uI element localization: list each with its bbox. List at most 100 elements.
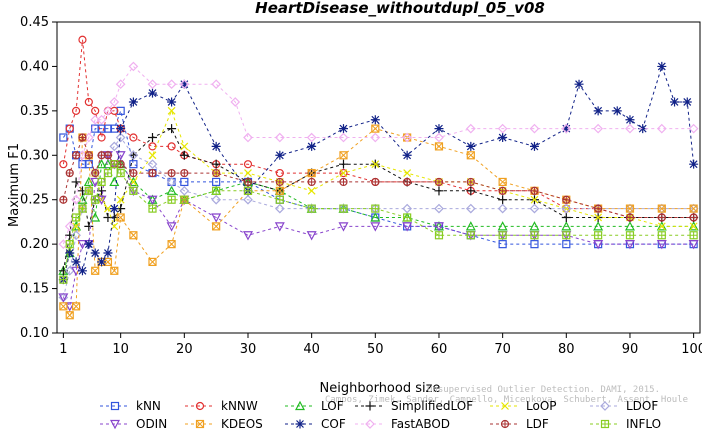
data-point — [166, 185, 177, 195]
data-point — [243, 194, 253, 205]
data-point — [116, 168, 125, 178]
data-point — [434, 231, 444, 240]
data-point — [71, 257, 81, 267]
data-point — [594, 204, 603, 213]
data-point — [243, 132, 253, 143]
series-line-inflo — [62, 163, 694, 280]
data-point — [115, 79, 126, 90]
data-point — [402, 203, 412, 214]
data-point — [306, 132, 317, 143]
data-point — [110, 106, 119, 115]
y-tick-label: 0.35 — [20, 104, 49, 119]
data-point — [109, 176, 120, 187]
data-point — [59, 275, 68, 284]
legend-entry-ldof: LDOF — [590, 399, 658, 413]
data-point — [128, 150, 138, 160]
legend-marker — [365, 419, 375, 429]
legend-label: ODIN — [136, 417, 167, 431]
data-point — [688, 240, 699, 250]
data-point — [148, 151, 157, 160]
data-point — [212, 186, 221, 195]
data-point — [625, 123, 635, 134]
data-point — [71, 302, 81, 311]
data-point — [91, 168, 100, 178]
series-line-odin — [62, 153, 694, 308]
data-point — [77, 266, 87, 276]
legend-entry-cof: COF — [285, 417, 346, 431]
data-point — [96, 195, 107, 205]
data-point — [58, 293, 69, 303]
data-point — [129, 133, 138, 142]
series-line-lof — [62, 163, 694, 271]
data-point — [275, 186, 284, 195]
data-point — [96, 114, 107, 125]
data-point — [339, 169, 348, 177]
data-point — [167, 106, 176, 115]
legend-marker — [501, 402, 509, 410]
data-point — [371, 160, 380, 169]
data-point — [370, 222, 381, 232]
data-point — [166, 79, 177, 90]
data-point — [402, 222, 413, 232]
data-point — [83, 176, 94, 187]
series-cof — [58, 61, 699, 285]
x-tick-label: 60 — [431, 342, 448, 357]
data-point — [147, 133, 157, 143]
data-point — [78, 204, 87, 213]
data-point — [466, 231, 475, 240]
data-point — [466, 186, 476, 196]
data-point — [167, 195, 176, 204]
data-point — [498, 186, 507, 195]
data-point — [624, 240, 635, 250]
data-point — [403, 169, 412, 177]
data-point — [529, 221, 540, 231]
data-point — [78, 160, 87, 169]
data-point — [212, 222, 221, 231]
data-point — [498, 133, 508, 143]
data-point — [97, 133, 106, 142]
series-line-knn — [62, 109, 694, 245]
data-point — [562, 231, 571, 240]
legend-label: kNN — [136, 399, 161, 413]
data-point — [166, 177, 177, 187]
data-point — [275, 150, 285, 160]
series-layer — [58, 35, 699, 320]
x-tick-label: 90 — [622, 342, 639, 357]
data-point — [84, 221, 94, 231]
series-ldf — [59, 133, 698, 222]
watermark-line-2: Campos, Zimek, Sander, Campello, Micenko… — [325, 395, 688, 405]
data-point — [338, 124, 348, 134]
data-point — [402, 132, 412, 143]
data-point — [71, 194, 81, 205]
series-line-simplifiedlof — [62, 127, 694, 271]
data-point — [128, 97, 138, 107]
data-point — [403, 177, 412, 187]
data-point — [90, 212, 101, 222]
data-point — [84, 151, 93, 160]
data-point — [638, 124, 648, 134]
data-point — [529, 141, 539, 151]
data-point — [465, 203, 476, 214]
data-point — [211, 141, 221, 151]
data-point — [72, 222, 81, 231]
legend-label: kNNW — [221, 399, 258, 413]
x-tick-label: 100 — [681, 342, 702, 357]
data-point — [179, 79, 189, 89]
data-point — [103, 124, 113, 133]
x-tick-label: 10 — [112, 342, 129, 357]
data-point — [682, 97, 692, 107]
data-point — [59, 195, 68, 204]
data-point — [128, 150, 139, 161]
legend-entry-lof: LOF — [285, 399, 344, 413]
data-point — [148, 204, 157, 213]
data-point — [307, 204, 316, 213]
data-point — [59, 133, 68, 142]
data-point — [71, 106, 81, 115]
data-point — [497, 203, 508, 214]
data-point — [180, 142, 189, 151]
legend-marker — [600, 401, 610, 411]
data-point — [179, 150, 189, 160]
data-point — [657, 213, 666, 222]
legend-marker — [600, 419, 610, 429]
data-point — [148, 168, 157, 178]
